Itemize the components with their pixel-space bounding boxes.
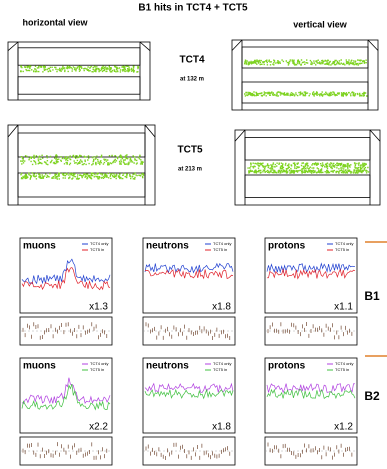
- hit-cloud: [247, 163, 368, 169]
- particle-label: protons: [268, 361, 306, 372]
- hit-cloud: [244, 60, 367, 65]
- curve: [145, 270, 233, 279]
- hit-cloud: [248, 170, 369, 173]
- legend-entry: TCT5 in: [90, 367, 104, 372]
- jaw: [18, 77, 140, 94]
- collimator-name: TCT4: [180, 55, 205, 66]
- jaw: [18, 133, 145, 157]
- scale-factor: x1.3: [89, 302, 108, 313]
- particle-label: muons: [23, 361, 56, 372]
- legend-entry: TCT4 only: [213, 241, 231, 246]
- ratio-points: [268, 322, 352, 339]
- legend-entry: TCT4 only: [335, 361, 353, 366]
- jaw: [18, 48, 140, 65]
- particle-label: protons: [268, 241, 306, 252]
- view-label: horizontal view: [22, 17, 88, 27]
- collimator-name: TCT5: [178, 145, 203, 156]
- view-label: vertical view: [293, 19, 348, 29]
- beam-label: B1: [364, 289, 380, 303]
- slide: B1 hits in TCT4 + TCT5 horizontal view v…: [0, 0, 387, 469]
- view-frame: [232, 40, 378, 110]
- legend-entry: TCT4 only: [213, 361, 231, 366]
- particle-label: neutrons: [146, 241, 189, 252]
- legend-entry: TCT5 in: [213, 247, 227, 252]
- particle-label: neutrons: [146, 361, 189, 372]
- legend-entry: TCT4 only: [335, 241, 353, 246]
- legend-entry: TCT4 only: [90, 241, 108, 246]
- legend-entry: TCT5 in: [335, 247, 349, 252]
- ratio-points: [146, 443, 230, 460]
- scale-factor: x1.8: [212, 302, 231, 313]
- scale-factor: x1.1: [334, 302, 353, 313]
- hit-cloud: [20, 155, 144, 165]
- legend-entry: TCT5 in: [213, 367, 227, 372]
- particle-label: muons: [23, 241, 56, 252]
- jaw-outline: [232, 40, 378, 110]
- collimator-position: at 132 m: [180, 77, 204, 83]
- hit-cloud: [20, 66, 139, 72]
- view-frame: [8, 125, 155, 205]
- curve: [145, 264, 233, 273]
- curve: [267, 384, 355, 393]
- legend-entry: TCT4 only: [90, 361, 108, 366]
- jaw: [245, 138, 370, 161]
- curve: [267, 264, 355, 273]
- scale-factor: x2.2: [89, 422, 108, 433]
- curve: [22, 378, 110, 404]
- hit-cloud: [20, 173, 144, 179]
- legend-entry: TCT5 in: [335, 367, 349, 372]
- jaw: [245, 175, 370, 198]
- curve: [22, 384, 110, 409]
- beam-label: B2: [364, 389, 380, 403]
- scale-factor: x1.8: [212, 422, 231, 433]
- jaw-outline: [8, 125, 155, 205]
- title: B1 hits in TCT4 + TCT5: [138, 3, 248, 14]
- scale-factor: x1.2: [334, 422, 353, 433]
- legend-entry: TCT5 in: [90, 247, 104, 252]
- hit-cloud: [244, 92, 367, 96]
- collimator-position: at 213 m: [178, 167, 202, 173]
